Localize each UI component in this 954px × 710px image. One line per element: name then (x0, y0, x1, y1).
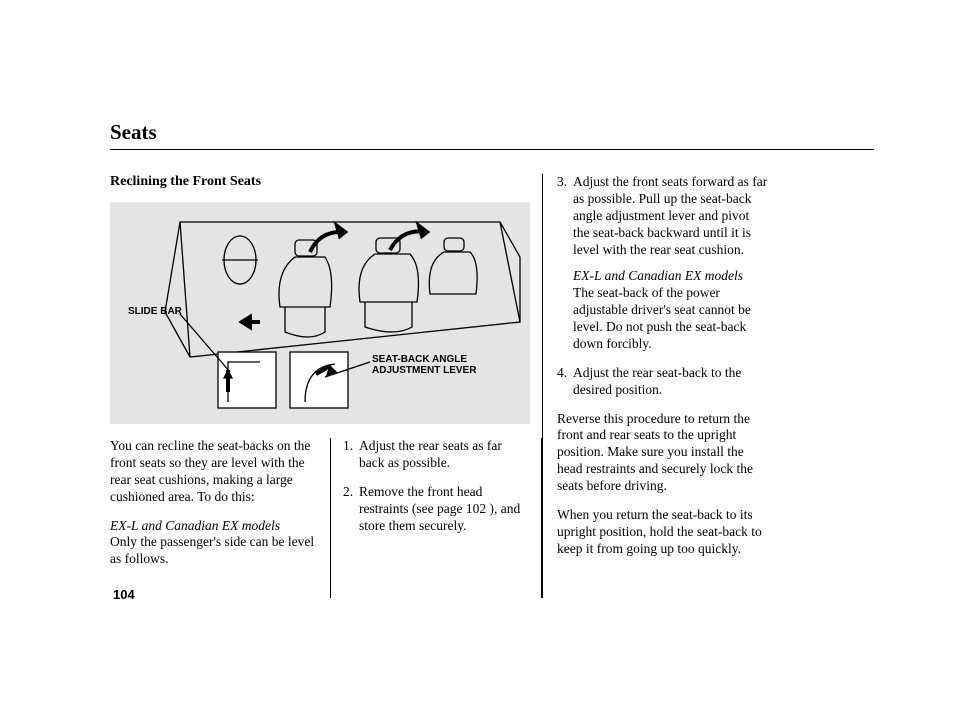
steps-col3: Adjust the front seats forward as far as… (557, 174, 768, 399)
lever-label-line1: SEAT-BACK ANGLE (372, 354, 467, 365)
text-columns-left: You can recline the seat-backs on the fr… (110, 438, 542, 598)
column-1: You can recline the seat-backs on the fr… (110, 438, 330, 598)
step-3-note: EX-L and Canadian EX models The seat-bac… (573, 268, 768, 352)
upper-row: Reclining the Front Seats (110, 174, 874, 598)
column-2: Adjust the rear seats as far back as pos… (330, 438, 542, 598)
col1-intro: You can recline the seat-backs on the fr… (110, 438, 318, 506)
manual-page: Seats Reclining the Front Seats (0, 0, 954, 710)
step-2-pageref: 102 (466, 501, 486, 516)
page-title: Seats (110, 120, 874, 145)
step-3-note-body: The seat-back of the power adjustable dr… (573, 285, 751, 351)
step-1: Adjust the rear seats as far back as pos… (343, 438, 529, 472)
step-4: Adjust the rear seat-back to the desired… (557, 365, 768, 399)
section-subheading: Reclining the Front Seats (110, 174, 542, 190)
step-3-body: Adjust the front seats forward as far as… (573, 174, 767, 257)
lever-label-line2: ADJUSTMENT LEVER (372, 365, 476, 376)
slide-bar-label: SLIDE BAR (128, 306, 182, 317)
col1-note-body: Only the passenger's side can be level a… (110, 534, 314, 566)
lever-label: SEAT-BACK ANGLE ADJUSTMENT LEVER (372, 354, 476, 376)
column-3: Adjust the front seats forward as far as… (542, 174, 768, 598)
title-rule (110, 149, 874, 150)
step-2a: Remove the front head restraints (see pa… (359, 484, 482, 516)
step-3-note-label: EX-L and Canadian EX models (573, 268, 743, 283)
step-2: Remove the front head restraints (see pa… (343, 484, 529, 535)
page-number: 104 (113, 587, 135, 602)
col3-return: When you return the seat-back to its upr… (557, 507, 768, 558)
steps-col2: Adjust the rear seats as far back as pos… (343, 438, 529, 534)
seat-diagram-figure: SLIDE BAR SEAT-BACK ANGLE ADJUSTMENT LEV… (110, 202, 530, 424)
col1-note: EX-L and Canadian EX models Only the pas… (110, 518, 318, 569)
col3-reverse: Reverse this procedure to return the fro… (557, 411, 768, 495)
step-3: Adjust the front seats forward as far as… (557, 174, 768, 353)
col1-note-label: EX-L and Canadian EX models (110, 518, 280, 533)
left-block: Reclining the Front Seats (110, 174, 542, 598)
